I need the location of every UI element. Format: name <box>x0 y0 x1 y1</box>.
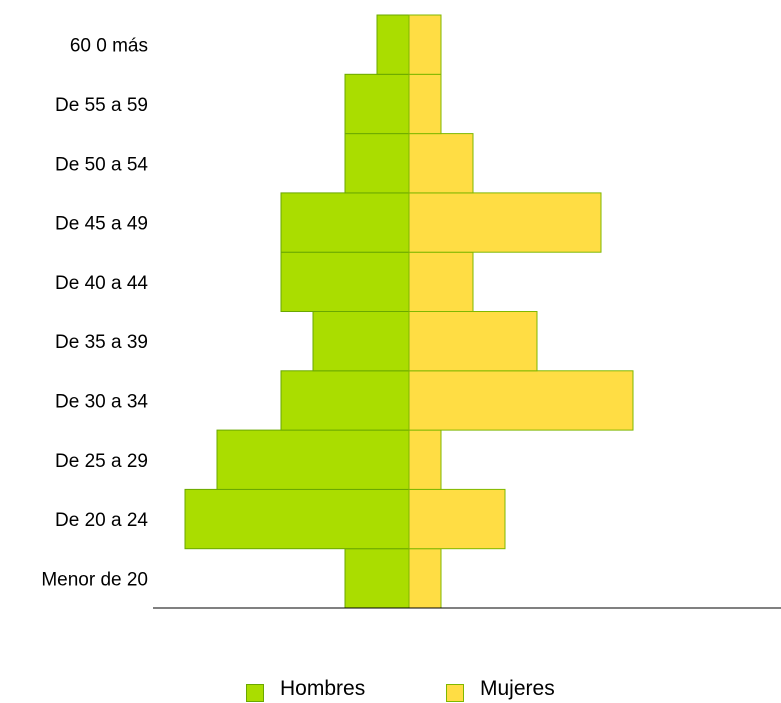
category-labels-group: Menor de 20 De 20 a 24 De 25 a 29 De 30 a 3… <box>41 36 148 591</box>
bar-hombres-de-25-a-29 <box>216 429 410 490</box>
bar-mujeres-de-50-a-54 <box>408 133 474 194</box>
bar-mujeres-60-0-m-s <box>408 14 442 75</box>
legend-item-mujeres: Mujeres <box>446 676 555 702</box>
category-label-de-20-a-24: De 20 a 24 <box>55 510 148 531</box>
bars-group <box>184 14 634 609</box>
bar-mujeres-de-25-a-29 <box>408 429 442 490</box>
legend-swatch-hombres <box>246 684 264 702</box>
bar-hombres-de-20-a-24 <box>184 488 410 550</box>
bar-hombres-de-35-a-39 <box>312 311 410 372</box>
category-label-menor-de-20: Menor de 20 <box>41 569 148 590</box>
legend: Hombres Mujeres <box>0 676 781 702</box>
bar-hombres-de-45-a-49 <box>280 192 410 253</box>
category-label-de-30-a-34: De 30 a 34 <box>55 391 148 412</box>
legend-swatch-mujeres <box>446 684 464 702</box>
bar-hombres-de-30-a-34 <box>280 370 410 431</box>
bar-mujeres-de-20-a-24 <box>408 488 506 550</box>
bar-mujeres-de-30-a-34 <box>408 370 634 431</box>
bar-mujeres-de-35-a-39 <box>408 311 538 372</box>
category-label-de-35-a-39: De 35 a 39 <box>55 332 148 353</box>
bar-hombres-de-55-a-59 <box>344 73 410 135</box>
bar-mujeres-de-40-a-44 <box>408 251 474 312</box>
category-label-de-50-a-54: De 50 a 54 <box>55 154 148 175</box>
bar-hombres-menor-de-20 <box>344 548 410 609</box>
category-label-de-55-a-59: De 55 a 59 <box>55 95 148 116</box>
bar-hombres-60-0-m-s <box>376 14 410 75</box>
bar-mujeres-de-55-a-59 <box>408 73 442 135</box>
bar-mujeres-menor-de-20 <box>408 548 442 609</box>
bar-hombres-de-50-a-54 <box>344 133 410 194</box>
category-label-de-40-a-44: De 40 a 44 <box>55 273 148 294</box>
category-label-60-0-m-s: 60 0 más <box>70 36 148 57</box>
legend-label-mujeres: Mujeres <box>480 677 555 700</box>
category-label-de-25-a-29: De 25 a 29 <box>55 451 148 472</box>
legend-item-hombres: Hombres <box>246 676 365 702</box>
legend-label-hombres: Hombres <box>280 677 366 700</box>
category-label-de-45-a-49: De 45 a 49 <box>55 214 148 235</box>
bar-mujeres-de-45-a-49 <box>408 192 602 253</box>
bar-hombres-de-40-a-44 <box>280 251 410 312</box>
